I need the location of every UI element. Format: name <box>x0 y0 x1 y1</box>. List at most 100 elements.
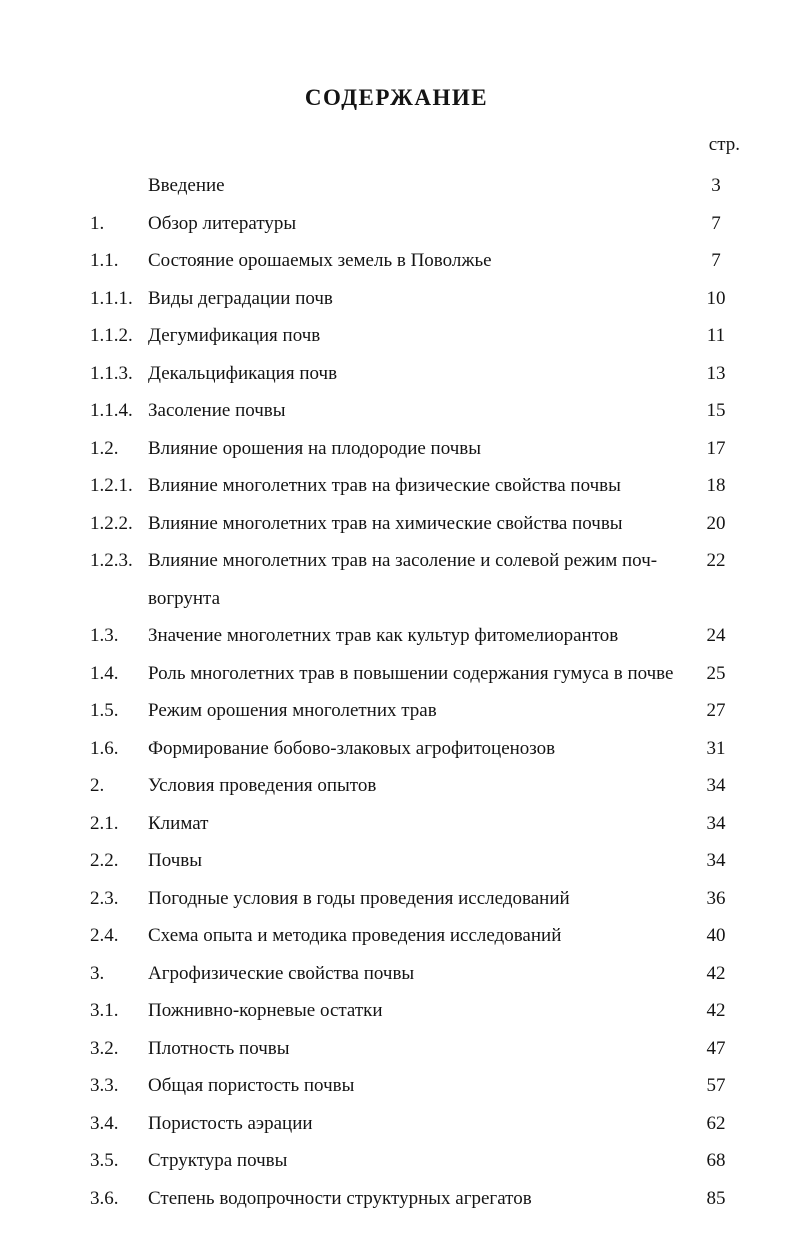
toc-row: 2. Условия проведения опытов 34 <box>90 767 740 805</box>
toc-row: 1.1.2. Дегумификация почв 11 <box>90 317 740 355</box>
toc-entry-number: 3.1. <box>90 1000 119 1021</box>
toc-entry-number: 1.5. <box>90 700 119 721</box>
toc-row: 1.2. Влияние орошения на плодородие почв… <box>90 430 740 468</box>
toc-entry-number: 2.3. <box>90 887 119 909</box>
toc-row: 1.1.3. Декальцификация почв 13 <box>90 355 740 393</box>
toc-entry-title: Состояние орошаемых земель в Поволжье <box>148 250 492 271</box>
toc-entry-number: 1.3. <box>90 625 119 646</box>
toc-row: 3.3. Общая пористость почвы 57 <box>90 1067 740 1105</box>
toc-entry-number: 1.1. <box>90 250 119 271</box>
toc-row: 2.4. Схема опыта и методика проведения и… <box>90 917 740 955</box>
toc-entry-page: 42 <box>706 1000 726 1021</box>
toc-entry-number: 3.5. <box>90 1150 119 1171</box>
toc-entry-title: Пожнивно-корневые остатки <box>148 1000 383 1021</box>
toc-entry-number: 2.2. <box>90 850 119 871</box>
toc-entry-page: 3 <box>711 175 721 196</box>
toc-entry-title: Влияние многолетних трав на физические с… <box>148 475 621 496</box>
toc-row: 3.5. Структура почвы 68 <box>90 1142 740 1180</box>
toc-entry-page: 62 <box>706 1112 726 1134</box>
toc-entry-number: 1.1.2. <box>90 325 133 346</box>
toc-entry-page: 24 <box>706 625 726 646</box>
toc-entry-title: Схема опыта и методика проведения исслед… <box>148 925 562 946</box>
toc-row: 3.4. Пористость аэрации 62 <box>90 1105 740 1143</box>
toc-entry-title: Влияние орошения на плодородие почвы <box>148 437 482 459</box>
toc-entry-title: Обзор литературы <box>148 212 297 234</box>
toc-entry-number: 1.2.3. <box>90 550 133 571</box>
toc-entry-page: 7 <box>711 250 721 271</box>
toc-entry-title: Введение <box>148 175 225 196</box>
toc-row: 1.4. Роль многолетних трав в повышении с… <box>90 655 740 693</box>
toc-entry-title: Роль многолетних трав в повышении содерж… <box>148 662 674 684</box>
toc-entry-number: 3. <box>90 962 105 984</box>
toc-entry-page: 10 <box>706 287 726 309</box>
toc-entry-number: 1.2.2. <box>90 512 133 534</box>
toc-entry-page: 68 <box>706 1150 726 1171</box>
toc-entry-number: 1.4. <box>90 662 119 684</box>
toc-entry-number: 3.2. <box>90 1037 119 1059</box>
toc-entry-page: 13 <box>706 362 726 384</box>
toc-entry-title: Формирование бобово-злаковых агрофитоцен… <box>148 737 556 759</box>
toc-row: 1.1.4. Засоление почвы 15 <box>90 392 740 430</box>
toc-entry-page: 47 <box>706 1037 726 1059</box>
toc-entry-number: 1.2.1. <box>90 475 133 496</box>
toc-entry-page: 85 <box>706 1187 726 1209</box>
toc-row: 1.6. Формирование бобово-злаковых агрофи… <box>90 730 740 768</box>
toc-entry-title: Влияние многолетних трав на химические с… <box>148 512 623 534</box>
toc-entry-page: 11 <box>706 325 726 346</box>
toc-entry-page: 7 <box>711 212 721 234</box>
toc-entry-title: Климат <box>148 812 209 834</box>
toc-entry-page: 36 <box>706 887 726 909</box>
toc-row: 2.2. Почвы 34 <box>90 842 740 880</box>
toc-entry-number: 3.6. <box>90 1187 119 1209</box>
toc-row: 1.3. Значение многолетних трав как культ… <box>90 617 740 655</box>
toc-entry-page: 34 <box>706 850 726 871</box>
toc-entry-number: 1.2. <box>90 437 119 459</box>
toc-entry-title: Степень водопрочности структурных агрега… <box>148 1187 532 1209</box>
toc-entry-page: 15 <box>706 400 726 421</box>
toc-entry-number: 1.1.4. <box>90 400 133 421</box>
toc-entry-page: 25 <box>706 662 726 684</box>
toc-entry-page: 40 <box>706 925 726 946</box>
toc-entry-page: 31 <box>706 737 726 759</box>
toc-entry-title: Погодные условия в годы проведения иссле… <box>148 887 570 909</box>
toc-entry-page: 17 <box>706 437 726 459</box>
toc-entry-title: Засоление почвы <box>148 400 286 421</box>
toc-row: 1.1.1. Виды деградации почв 10 <box>90 280 740 318</box>
toc-entry-number: 2.1. <box>90 812 119 834</box>
toc-row: 1. Обзор литературы 7 <box>90 205 740 243</box>
toc-entry-page: 34 <box>706 812 726 834</box>
toc-entry-title: Агрофизические свойства почвы <box>148 962 415 984</box>
page-column-label: стр. <box>708 134 740 155</box>
toc-entry-title: Дегумификация почв <box>148 325 321 346</box>
toc-entry-number: 1. <box>90 212 105 234</box>
toc-entry-title: Виды деградации почв <box>148 287 333 309</box>
toc-row: 2.1. Климат 34 <box>90 805 740 843</box>
toc-row: Введение 3 <box>90 167 740 205</box>
toc-entry-number: 1.1.3. <box>90 362 133 384</box>
table-of-contents: Введение 3 1. Обзор литературы 7 1.1. Со… <box>0 167 793 1217</box>
toc-row: 2.3. Погодные условия в годы проведения … <box>90 880 740 918</box>
toc-entry-page: 27 <box>706 700 726 721</box>
toc-entry-title: Режим орошения многолетних трав <box>148 700 437 721</box>
toc-entry-page: 34 <box>706 775 726 796</box>
toc-row: 1.2.2. Влияние многолетних трав на химич… <box>90 505 740 543</box>
toc-entry-title: Пористость аэрации <box>148 1112 313 1134</box>
toc-entry-page: 20 <box>706 512 726 534</box>
toc-entry-title: Влияние многолетних трав на засоление и … <box>148 550 658 609</box>
toc-row: 3.2. Плотность почвы 47 <box>90 1030 740 1068</box>
toc-entry-number: 3.3. <box>90 1075 119 1096</box>
toc-row: 1.2.1. Влияние многолетних трав на физич… <box>90 467 740 505</box>
toc-entry-page: 57 <box>706 1075 726 1096</box>
toc-entry-number: 1.6. <box>90 737 119 759</box>
toc-entry-title: Общая пористость почвы <box>148 1075 355 1096</box>
toc-row: 1.5. Режим орошения многолетних трав 27 <box>90 692 740 730</box>
toc-entry-page: 42 <box>706 962 726 984</box>
toc-entry-title: Почвы <box>148 850 203 871</box>
toc-row: 3.6. Степень водопрочности структурных а… <box>90 1180 740 1218</box>
toc-entry-number: 2.4. <box>90 925 119 946</box>
page-title: СОДЕРЖАНИЕ <box>304 85 489 110</box>
toc-entry-title: Структура почвы <box>148 1150 288 1171</box>
toc-entry-number: 3.4. <box>90 1112 119 1134</box>
toc-entry-title: Условия проведения опытов <box>148 775 377 796</box>
